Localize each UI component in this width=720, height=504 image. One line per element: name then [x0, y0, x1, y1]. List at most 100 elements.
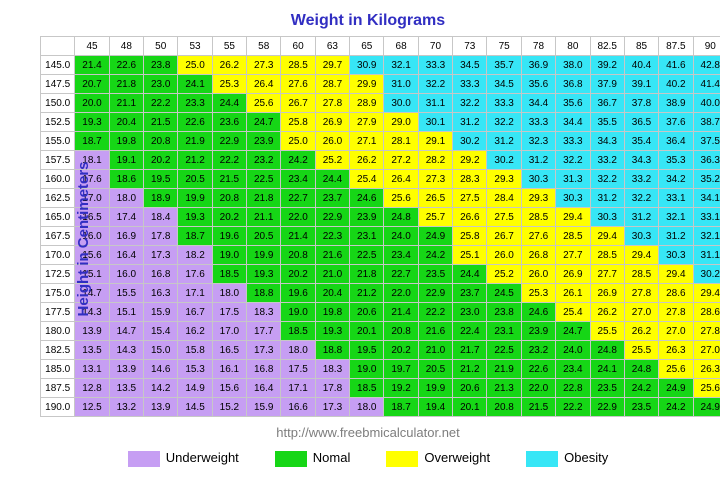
- bmi-cell: 25.4: [350, 170, 384, 189]
- bmi-cell: 22.5: [247, 170, 281, 189]
- bmi-cell: 16.4: [109, 246, 143, 265]
- bmi-cell: 22.9: [590, 398, 624, 417]
- bmi-cell: 20.2: [281, 265, 315, 284]
- bmi-cell: 23.1: [350, 227, 384, 246]
- bmi-cell: 27.3: [418, 170, 452, 189]
- legend-swatch: [275, 451, 307, 467]
- bmi-cell: 27.6: [281, 75, 315, 94]
- bmi-cell: 25.0: [281, 132, 315, 151]
- bmi-cell: 33.3: [487, 94, 521, 113]
- bmi-cell: 14.6: [144, 360, 178, 379]
- bmi-cell: 29.1: [418, 132, 452, 151]
- bmi-cell: 23.8: [487, 303, 521, 322]
- bmi-cell: 21.1: [247, 208, 281, 227]
- bmi-cell: 36.8: [556, 75, 590, 94]
- bmi-cell: 25.3: [521, 284, 555, 303]
- bmi-cell: 20.0: [75, 94, 109, 113]
- bmi-cell: 19.4: [418, 398, 452, 417]
- bmi-cell: 14.3: [109, 341, 143, 360]
- bmi-cell: 37.8: [624, 94, 658, 113]
- height-header: 170.0: [41, 246, 75, 265]
- bmi-cell: 24.6: [521, 303, 555, 322]
- bmi-cell: 22.0: [281, 208, 315, 227]
- bmi-cell: 19.9: [178, 189, 212, 208]
- height-header: 175.0: [41, 284, 75, 303]
- bmi-cell: 21.0: [418, 341, 452, 360]
- weight-header: 78: [521, 37, 555, 56]
- weight-header: 80: [556, 37, 590, 56]
- bmi-cell: 21.2: [350, 284, 384, 303]
- bmi-cell: 15.1: [109, 303, 143, 322]
- bmi-cell: 19.5: [144, 170, 178, 189]
- bmi-cell: 38.7: [693, 113, 720, 132]
- bmi-cell: 25.7: [418, 208, 452, 227]
- bmi-cell: 12.8: [75, 379, 109, 398]
- bmi-cell: 24.0: [384, 227, 418, 246]
- bmi-cell: 29.4: [659, 265, 693, 284]
- bmi-cell: 24.2: [624, 379, 658, 398]
- bmi-cell: 28.7: [315, 75, 349, 94]
- bmi-cell: 19.0: [281, 303, 315, 322]
- weight-header: 73: [453, 37, 487, 56]
- bmi-cell: 24.2: [418, 246, 452, 265]
- bmi-cell: 19.6: [212, 227, 246, 246]
- bmi-cell: 29.4: [693, 284, 720, 303]
- bmi-cell: 37.6: [659, 113, 693, 132]
- bmi-cell: 25.8: [453, 227, 487, 246]
- bmi-cell: 27.8: [659, 303, 693, 322]
- height-header: 145.0: [41, 56, 75, 75]
- bmi-cell: 15.4: [144, 322, 178, 341]
- bmi-cell: 17.4: [109, 208, 143, 227]
- bmi-cell: 24.7: [556, 322, 590, 341]
- bmi-cell: 24.7: [247, 113, 281, 132]
- bmi-cell: 26.5: [418, 189, 452, 208]
- bmi-cell: 24.6: [350, 189, 384, 208]
- bmi-cell: 21.1: [109, 94, 143, 113]
- bmi-cell: 20.8: [281, 246, 315, 265]
- bmi-cell: 22.5: [350, 246, 384, 265]
- bmi-cell: 20.1: [453, 398, 487, 417]
- bmi-cell: 20.2: [144, 151, 178, 170]
- bmi-cell: 23.4: [384, 246, 418, 265]
- weight-header: 45: [75, 37, 109, 56]
- bmi-cell: 19.9: [418, 379, 452, 398]
- bmi-cell: 31.2: [453, 113, 487, 132]
- bmi-cell: 31.1: [418, 94, 452, 113]
- bmi-cell: 35.6: [521, 75, 555, 94]
- weight-header: 90: [693, 37, 720, 56]
- legend-swatch: [386, 451, 418, 467]
- bmi-cell: 26.7: [487, 227, 521, 246]
- weight-header: 48: [109, 37, 143, 56]
- bmi-cell: 41.6: [659, 56, 693, 75]
- bmi-cell: 35.5: [590, 113, 624, 132]
- bmi-cell: 16.7: [178, 303, 212, 322]
- bmi-cell: 34.2: [659, 170, 693, 189]
- bmi-cell: 26.4: [384, 170, 418, 189]
- bmi-cell: 26.2: [624, 322, 658, 341]
- bmi-cell: 28.1: [384, 132, 418, 151]
- bmi-cell: 18.0: [281, 341, 315, 360]
- weight-header: 58: [247, 37, 281, 56]
- bmi-cell: 25.3: [212, 75, 246, 94]
- legend-item: Nomal: [275, 450, 351, 467]
- bmi-cell: 31.2: [521, 151, 555, 170]
- bmi-cell: 23.9: [350, 208, 384, 227]
- bmi-cell: 17.3: [144, 246, 178, 265]
- bmi-cell: 20.4: [315, 284, 349, 303]
- bmi-cell: 34.5: [453, 56, 487, 75]
- bmi-cell: 19.3: [178, 208, 212, 227]
- bmi-cell: 28.5: [590, 246, 624, 265]
- legend-swatch: [128, 451, 160, 467]
- bmi-cell: 24.0: [556, 341, 590, 360]
- bmi-cell: 23.0: [453, 303, 487, 322]
- bmi-cell: 28.5: [556, 227, 590, 246]
- bmi-cell: 32.1: [384, 56, 418, 75]
- bmi-cell: 22.9: [315, 208, 349, 227]
- bmi-cell: 28.4: [487, 189, 521, 208]
- bmi-cell: 32.3: [521, 132, 555, 151]
- bmi-cell: 18.7: [75, 132, 109, 151]
- weight-header: 50: [144, 37, 178, 56]
- legend-label: Obesity: [564, 450, 608, 465]
- bmi-cell: 22.9: [212, 132, 246, 151]
- bmi-cell: 19.0: [212, 246, 246, 265]
